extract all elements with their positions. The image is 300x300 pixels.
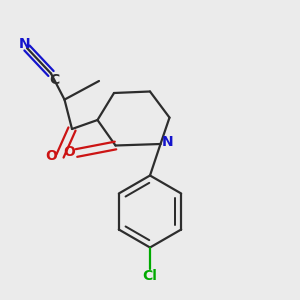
Text: N: N [19,37,30,50]
Text: O: O [45,149,57,163]
Text: O: O [63,145,75,158]
Text: Cl: Cl [142,269,158,283]
Text: C: C [49,73,59,86]
Text: N: N [162,136,174,149]
